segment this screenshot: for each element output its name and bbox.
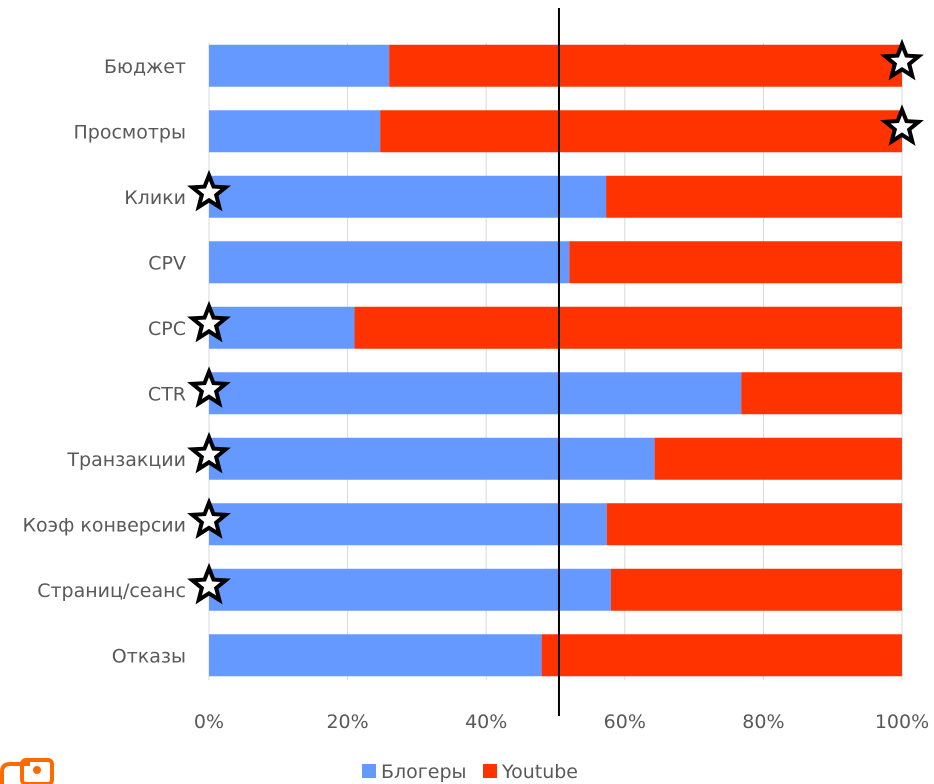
star-marker-inner <box>197 311 221 334</box>
bar-segment <box>569 241 902 284</box>
category-label: CTR <box>148 383 186 405</box>
bar-segment <box>209 44 390 87</box>
category-label: Коэф конверсии <box>23 514 186 536</box>
bar-segment <box>610 568 902 611</box>
category-label: CPC <box>148 318 186 340</box>
category-labels: Бюджет Просмотры Клики CPV CPC CTR Транзакции К… <box>23 56 186 668</box>
legend-swatch <box>362 764 376 778</box>
category-label: Клики <box>124 187 186 209</box>
bar-segment <box>209 503 607 546</box>
category-label: Отказы <box>112 645 186 667</box>
bars <box>209 44 902 677</box>
star-marker-inner <box>197 377 221 399</box>
brand-logo-icon <box>0 758 54 784</box>
bar-segment <box>209 241 570 284</box>
star-marker-inner <box>197 442 221 465</box>
bar-segment <box>209 634 542 677</box>
bar-segment <box>209 175 607 218</box>
bar-segment <box>209 568 611 611</box>
category-label: Просмотры <box>73 121 186 143</box>
bar-segment <box>606 503 902 546</box>
bar-segment <box>654 437 902 480</box>
category-label: CPV <box>148 252 186 274</box>
star-markers <box>187 38 924 605</box>
x-tick-label: 0% <box>194 711 224 733</box>
x-tick-label: 80% <box>742 711 784 733</box>
star-marker-inner <box>197 573 221 596</box>
bar-segment <box>209 306 355 349</box>
bar-segment <box>741 372 902 415</box>
bar-segment <box>354 306 902 349</box>
legend: Блогеры Youtube <box>362 761 578 783</box>
x-tick-label: 60% <box>604 711 646 733</box>
category-label: Страниц/сеанс <box>37 580 186 602</box>
bar-segment <box>380 110 902 153</box>
bar-segment <box>541 634 902 677</box>
x-axis-tick-labels: 0% 20% 40% 60% 80% 100% <box>194 711 929 733</box>
x-tick-label: 100% <box>875 711 929 733</box>
x-tick-label: 20% <box>326 711 368 733</box>
star-marker-inner <box>890 115 914 137</box>
bar-segment <box>606 175 902 218</box>
bar-segment <box>389 44 902 87</box>
x-tick-label: 40% <box>465 711 507 733</box>
bar-segment <box>209 437 655 480</box>
star-marker-inner <box>197 180 221 203</box>
legend-swatch <box>483 764 497 778</box>
star-marker-inner <box>197 508 221 530</box>
bar-segment <box>209 372 742 415</box>
star-marker-inner <box>890 49 914 72</box>
category-label: Бюджет <box>104 56 186 78</box>
bar-segment <box>209 110 381 153</box>
legend-label: Youtube <box>501 761 578 783</box>
legend-label: Блогеры <box>381 761 467 783</box>
category-label: Транзакции <box>66 449 186 471</box>
